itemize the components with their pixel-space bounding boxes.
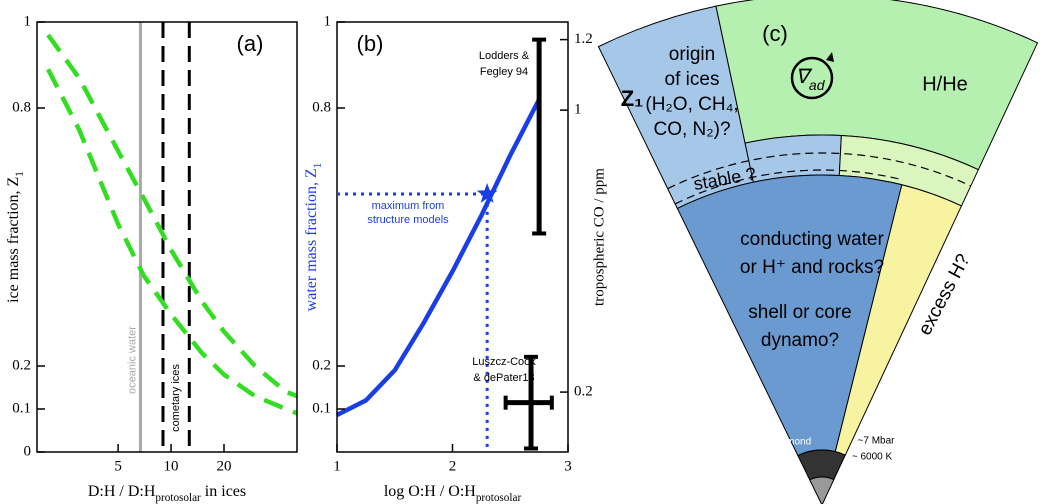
y-tick-label: 0	[24, 443, 32, 459]
error-bar-label: Lodders &	[479, 50, 530, 62]
dynamo-label: dynamo?	[761, 330, 839, 351]
y2-axis-label: tropospheric CO / ppm	[591, 168, 607, 306]
y-tick-label: 0.1	[12, 400, 31, 416]
x-axis-label: D:H / D:Hprotosolar in ices	[88, 483, 246, 504]
origin-label: of ices	[665, 69, 720, 90]
conducting-label: or H⁺ and rocks?	[740, 257, 884, 278]
panel-label: (a)	[237, 31, 264, 56]
reference-label: oceanic water	[126, 326, 138, 394]
y-tick-label: 1	[24, 13, 32, 29]
x-tick-label: 3	[564, 458, 572, 474]
y-tick-label: 0.1	[312, 400, 331, 416]
y2-tick-label: 1	[574, 102, 582, 118]
y-axis-label: ice mass fraction, Z1	[5, 171, 26, 303]
star-label: maximum from	[372, 200, 445, 212]
origin-label: (H₂O, CH₄,	[645, 94, 738, 115]
x-tick-label: 1	[333, 458, 341, 474]
series-line	[335, 98, 542, 418]
x-tick-label: 20	[216, 458, 231, 474]
y-axis-label-part: 1	[14, 171, 26, 177]
guide-line	[337, 192, 489, 452]
x-tick-label: 2	[449, 458, 457, 474]
temperature-label: ~ 6000 K	[852, 452, 893, 463]
origin-label: origin	[669, 44, 715, 65]
core-tip	[809, 476, 835, 504]
reference-label: cometary ices	[170, 364, 182, 432]
x-axis-label-part: protosolar	[155, 492, 201, 504]
conducting-label: conducting water	[740, 229, 884, 250]
series-line	[46, 68, 298, 416]
x-tick-label: 10	[164, 458, 179, 474]
x-axis-label-part: log O:H / O:H	[384, 483, 476, 500]
y-axis-label-part: 1	[312, 163, 324, 169]
star-marker	[476, 183, 498, 203]
boundary-dashed	[667, 152, 972, 190]
x-axis-label-part: in ices	[201, 483, 246, 500]
error-bar-label: & dePater13	[473, 372, 534, 384]
diamond-layer	[797, 449, 846, 481]
diagram: (c) Z₁ origin of ices (H₂O, CH₄, CO, N₂)? H/He…	[597, 0, 1039, 504]
y2-tick-label: 0.2	[574, 384, 593, 400]
x-axis-label-part: D:H / D:H	[88, 483, 156, 500]
y-axis-label: water mass fraction, Z1	[303, 163, 324, 312]
y-tick-label: 0.8	[312, 99, 331, 115]
panel-0: oceanic water cometary ices 0 0.1 0.2 0.8 1 5 10…	[5, 13, 298, 504]
y-tick-label: 0.2	[312, 357, 331, 373]
y-axis-label-part: water mass fraction, Z	[303, 168, 320, 311]
z1-label: Z₁	[621, 86, 644, 111]
y-axis-label-part: ice mass fraction, Z	[5, 177, 22, 303]
y-tick-label: 0.8	[12, 99, 31, 115]
envelope-label: H/He	[922, 73, 968, 95]
adiabat-ring	[790, 56, 834, 100]
panel-label: (b)	[357, 31, 384, 56]
y-tick-label: 1	[324, 13, 332, 29]
plot-frame	[36, 21, 298, 453]
error-bar-label: Luszcz-Cook	[472, 356, 536, 368]
y-tick-label: 0.2	[12, 357, 31, 373]
x-axis-label: log O:H / O:Hprotosolar	[384, 483, 522, 504]
adiabat-label-part: ad	[809, 77, 826, 93]
adiabat-arrow	[826, 52, 834, 62]
y2-tick-label: 1.2	[574, 31, 593, 47]
panel-label: (c)	[762, 21, 788, 46]
origin-label: CO, N₂)?	[653, 119, 730, 140]
series-line	[46, 33, 298, 399]
dynamo-label: shell or core	[748, 302, 852, 323]
boundary-dashed	[674, 169, 904, 205]
pressure-label: ~7 Mbar	[858, 436, 896, 447]
panel-1: 0.1 0.2 0.8 1 1 2 3 0.2 1 1.2 tropospheric CO / pp…	[303, 13, 608, 503]
diamond-label: diamond	[773, 437, 811, 448]
x-tick-label: 5	[114, 458, 122, 474]
error-bar-label: Fegley 94	[480, 66, 528, 78]
star-label: structure models	[367, 214, 449, 226]
x-axis-label-part: protosolar	[476, 492, 522, 504]
